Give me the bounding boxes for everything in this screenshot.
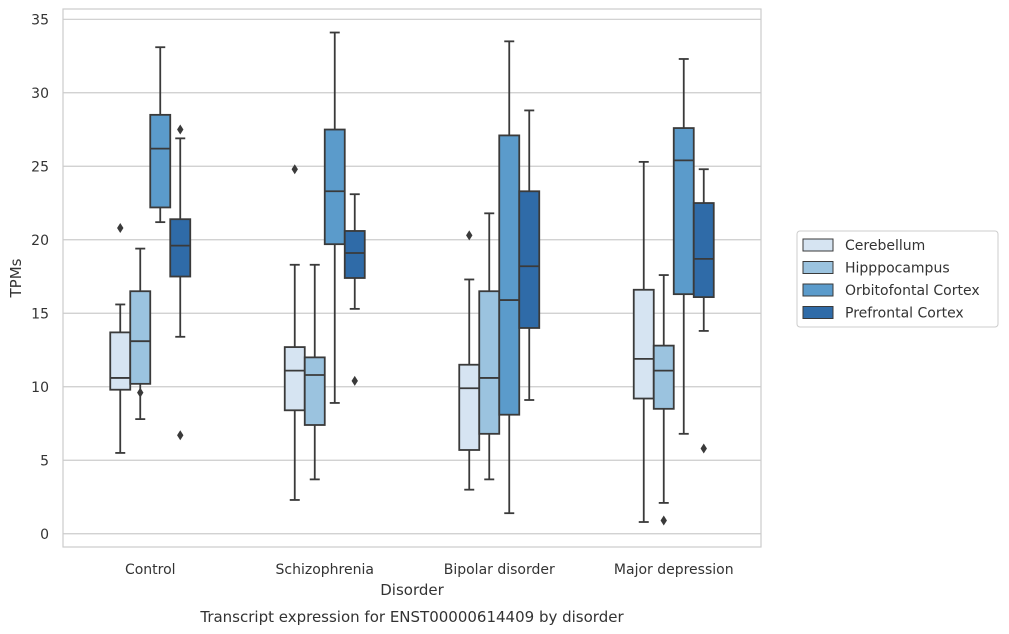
box-iqr — [109, 331, 132, 391]
box-2-2 — [498, 40, 521, 515]
outlier-point — [117, 223, 124, 234]
legend-swatch — [802, 238, 834, 252]
box-iqr — [169, 218, 192, 278]
legend-swatch — [802, 283, 834, 297]
box-iqr — [283, 346, 306, 412]
y-tick-label: 25 — [31, 159, 49, 175]
outlier-point — [466, 230, 473, 241]
box-0-2 — [458, 230, 481, 491]
outlier-point — [700, 443, 707, 454]
x-tick-label: Bipolar disorder — [444, 562, 555, 578]
legend: Cerebellum Hipppocampus Orbitofontal Corte… — [796, 230, 999, 328]
legend-swatch — [802, 306, 834, 319]
box-2-0 — [149, 46, 172, 224]
box-2-3 — [672, 58, 695, 435]
legend-label: Orbitofontal Cortex — [845, 283, 980, 299]
x-tick-label: Control — [125, 562, 176, 578]
y-tick-label: 10 — [31, 380, 49, 396]
outlier-point — [177, 430, 184, 441]
x-tick-label: Schizophrenia — [276, 562, 374, 578]
box-iqr — [149, 113, 172, 209]
box-iqr — [632, 288, 655, 400]
y-tick-label: 20 — [31, 233, 49, 249]
box-iqr — [498, 134, 521, 416]
legend-label: Cerebellum — [845, 238, 925, 254]
box-1-1 — [303, 263, 326, 481]
box-series — [109, 31, 715, 526]
y-gridlines — [63, 18, 761, 535]
box-iqr — [343, 230, 366, 279]
x-tick-labels: Control Schizophrenia Bipolar disorder Majo… — [125, 562, 734, 578]
box-0-0 — [109, 223, 132, 454]
box-0-1 — [283, 164, 306, 501]
box-3-0 — [169, 124, 192, 441]
x-axis-label: Disorder — [380, 581, 444, 599]
outlier-point — [137, 387, 144, 398]
outlier-point — [177, 124, 184, 135]
chart-caption: Transcript expression for ENST0000061440… — [199, 608, 624, 626]
box-1-2 — [478, 212, 501, 481]
legend-swatch — [802, 261, 834, 274]
box-3-1 — [343, 193, 366, 386]
box-3-2 — [518, 109, 541, 401]
box-iqr — [672, 127, 695, 296]
box-iqr — [692, 202, 715, 299]
plot-frame — [62, 8, 762, 548]
box-3-3 — [692, 168, 715, 454]
box-iqr — [129, 290, 152, 385]
y-tick-label: 15 — [31, 306, 49, 322]
box-iqr — [458, 363, 481, 451]
box-iqr — [478, 290, 501, 435]
box-2-1 — [323, 31, 346, 404]
legend-frame — [796, 230, 999, 328]
y-tick-label: 35 — [31, 12, 49, 28]
y-tick-label: 30 — [31, 86, 49, 102]
y-tick-label: 5 — [40, 453, 49, 469]
outlier-point — [351, 375, 358, 386]
y-axis-label: TPMs — [7, 258, 25, 298]
box-iqr — [652, 344, 675, 410]
y-tick-labels: 0 5 10 15 20 25 30 35 — [31, 12, 49, 542]
box-0-3 — [632, 160, 655, 523]
box-iqr — [323, 128, 346, 246]
box-iqr — [518, 190, 541, 329]
outlier-point — [660, 515, 667, 526]
y-tick-label: 0 — [40, 527, 49, 543]
x-tick-label: Major depression — [614, 562, 734, 578]
box-iqr — [303, 356, 326, 426]
box-1-0 — [129, 247, 152, 421]
box-1-3 — [652, 274, 675, 526]
legend-label: Hipppocampus — [845, 261, 950, 277]
legend-label: Prefrontal Cortex — [845, 306, 964, 322]
outlier-point — [291, 164, 298, 175]
